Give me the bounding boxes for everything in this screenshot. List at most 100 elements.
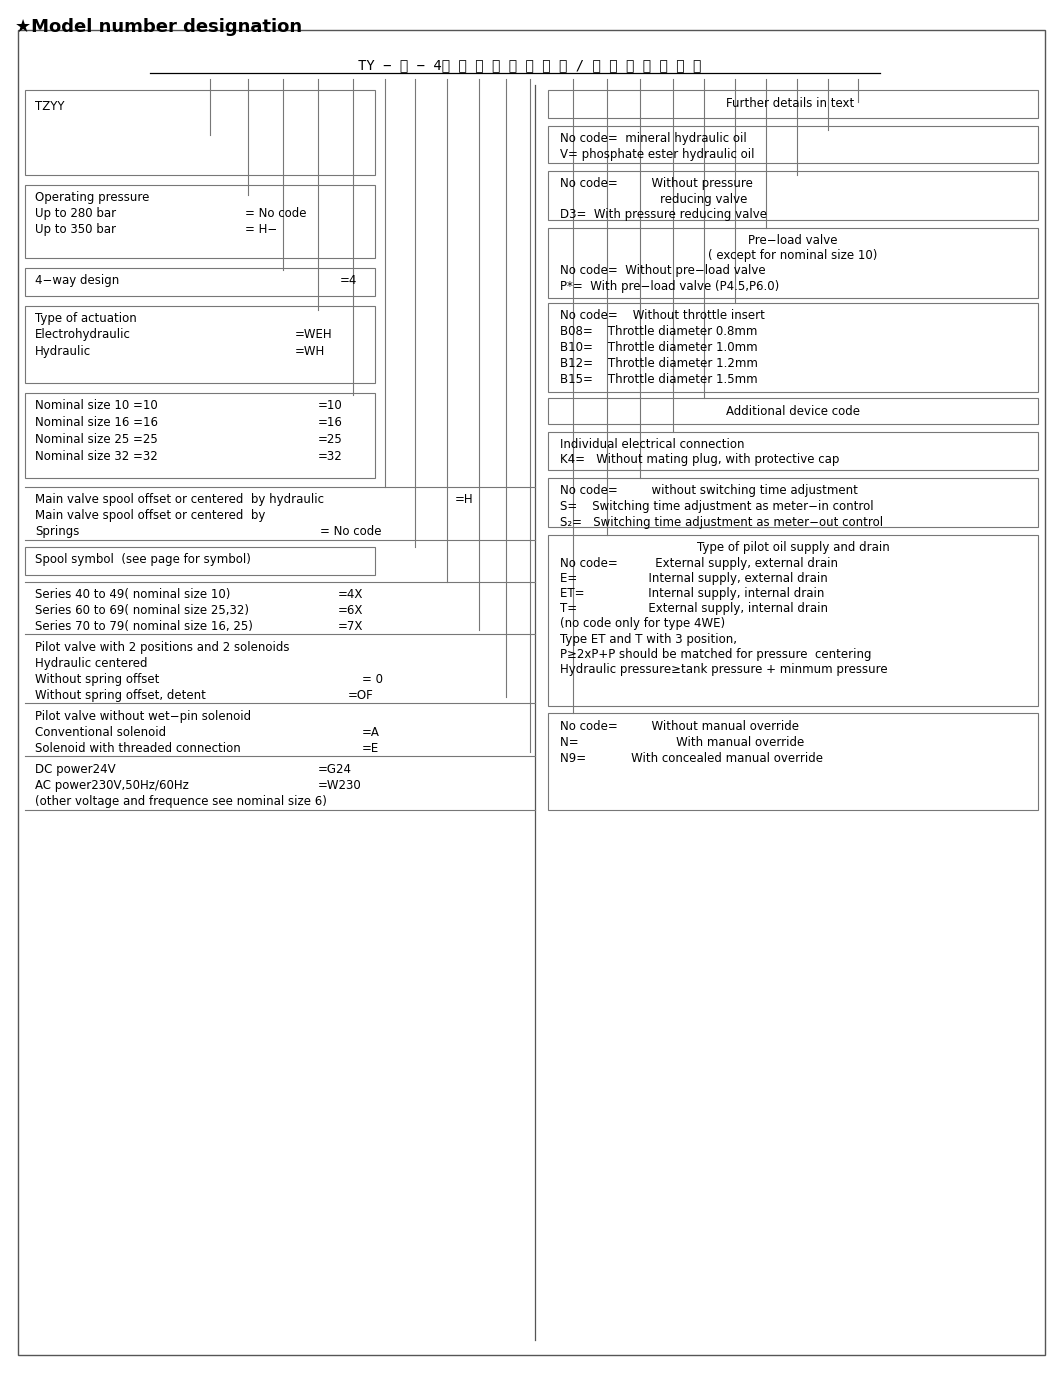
Text: Individual electrical connection: Individual electrical connection [560, 438, 744, 451]
Text: =OF: =OF [348, 688, 374, 702]
Text: N9=            With concealed manual override: N9= With concealed manual override [560, 752, 823, 765]
Text: D3=  With pressure reducing valve: D3= With pressure reducing valve [560, 207, 767, 221]
Text: No code=         without switching time adjustment: No code= without switching time adjustme… [560, 484, 858, 497]
Text: =4X: =4X [338, 588, 364, 600]
Text: Hydraulic: Hydraulic [35, 345, 91, 359]
Text: =G24: =G24 [318, 763, 352, 776]
Bar [548, 170, 1038, 220]
Text: Nominal size 25 =25: Nominal size 25 =25 [35, 433, 158, 447]
Text: =6X: =6X [338, 605, 364, 617]
Bar [25, 547, 375, 574]
Text: Pre−load valve: Pre−load valve [748, 234, 837, 247]
Bar [548, 534, 1038, 706]
Bar [25, 268, 375, 295]
Text: Nominal size 16 =16: Nominal size 16 =16 [35, 416, 158, 429]
Text: Further details in text: Further details in text [726, 98, 854, 110]
Text: Hydraulic pressure≥tank pressure + minmum pressure: Hydraulic pressure≥tank pressure + minmu… [560, 664, 887, 676]
Text: B08=    Throttle diameter 0.8mm: B08= Throttle diameter 0.8mm [560, 326, 758, 338]
Text: = No code: = No code [320, 525, 382, 539]
Text: N=                          With manual override: N= With manual override [560, 736, 805, 749]
Text: V= phosphate ester hydraulic oil: V= phosphate ester hydraulic oil [560, 148, 755, 161]
Text: Spool symbol  (see page for symbol): Spool symbol (see page for symbol) [35, 552, 251, 566]
Text: AC power230V,50Hz/60Hz: AC power230V,50Hz/60Hz [35, 779, 189, 791]
Text: =10: =10 [318, 398, 342, 412]
Text: =WEH: =WEH [295, 328, 333, 341]
Text: No code=         Without pressure: No code= Without pressure [560, 177, 753, 190]
Text: Pilot valve without wet−pin solenoid: Pilot valve without wet−pin solenoid [35, 710, 251, 723]
Text: TY − ※ − 4※ ※ ※ ※ ※ ※ ※ ※ / ※ ※ ※ ※ ※ ※ ※: TY − ※ − 4※ ※ ※ ※ ※ ※ ※ ※ / ※ ※ ※ ※ ※ ※ … [358, 58, 702, 71]
Text: Series 70 to 79( nominal size 16, 25): Series 70 to 79( nominal size 16, 25) [35, 620, 253, 633]
Text: = H−: = H− [245, 223, 278, 236]
Text: = No code: = No code [245, 207, 306, 220]
Text: Main valve spool offset or centered  by: Main valve spool offset or centered by [35, 508, 265, 522]
Text: S₂=   Switching time adjustment as meter−out control: S₂= Switching time adjustment as meter−o… [560, 517, 883, 529]
Text: reducing valve: reducing valve [660, 192, 747, 206]
Text: No code=  mineral hydraulic oil: No code= mineral hydraulic oil [560, 132, 746, 146]
Text: No code=          External supply, external drain: No code= External supply, external drain [560, 556, 838, 570]
Text: =E: =E [363, 742, 379, 754]
Text: Electrohydraulic: Electrohydraulic [35, 328, 130, 341]
Text: S=    Switching time adjustment as meter−in control: S= Switching time adjustment as meter−in… [560, 500, 873, 513]
Bar [25, 91, 375, 174]
Text: (no code only for type 4WE): (no code only for type 4WE) [560, 617, 725, 631]
Text: K4=   Without mating plug, with protective cap: K4= Without mating plug, with protective… [560, 453, 840, 466]
Text: Series 40 to 49( nominal size 10): Series 40 to 49( nominal size 10) [35, 588, 230, 600]
Bar [548, 431, 1038, 470]
Text: ( except for nominal size 10): ( except for nominal size 10) [708, 249, 878, 262]
Bar [548, 398, 1038, 425]
Text: Main valve spool offset or centered  by hydraulic: Main valve spool offset or centered by h… [35, 493, 324, 506]
Bar [548, 304, 1038, 392]
Text: T=                   External supply, internal drain: T= External supply, internal drain [560, 602, 828, 616]
Bar [25, 306, 375, 383]
Bar [548, 126, 1038, 164]
Text: =7X: =7X [338, 620, 364, 633]
Text: E=                   Internal supply, external drain: E= Internal supply, external drain [560, 572, 828, 585]
Text: Additional device code: Additional device code [726, 405, 860, 418]
Text: =WH: =WH [295, 345, 325, 359]
Bar [25, 185, 375, 258]
Text: Up to 350 bar: Up to 350 bar [35, 223, 116, 236]
Text: Nominal size 10 =10: Nominal size 10 =10 [35, 398, 158, 412]
Text: Series 60 to 69( nominal size 25,32): Series 60 to 69( nominal size 25,32) [35, 605, 249, 617]
Text: 4−way design: 4−way design [35, 273, 119, 287]
Text: ET=                 Internal supply, internal drain: ET= Internal supply, internal drain [560, 587, 825, 600]
Text: Springs: Springs [35, 525, 80, 539]
Text: DC power24V: DC power24V [35, 763, 116, 776]
Text: Without spring offset, detent: Without spring offset, detent [35, 688, 206, 702]
Text: TZYY: TZYY [35, 100, 65, 113]
Text: (other voltage and frequence see nominal size 6): (other voltage and frequence see nominal… [35, 796, 326, 808]
Text: = 0: = 0 [363, 673, 383, 686]
Text: B15=    Throttle diameter 1.5mm: B15= Throttle diameter 1.5mm [560, 372, 758, 386]
Bar [548, 713, 1038, 811]
Text: Hydraulic centered: Hydraulic centered [35, 657, 147, 671]
Text: ★Model number designation: ★Model number designation [15, 18, 302, 36]
Text: P≥2xP+P should be matched for pressure  centering: P≥2xP+P should be matched for pressure c… [560, 649, 871, 661]
Text: Nominal size 32 =32: Nominal size 32 =32 [35, 451, 158, 463]
Text: No code=    Without throttle insert: No code= Without throttle insert [560, 309, 765, 322]
Text: Conventional solenoid: Conventional solenoid [35, 725, 166, 739]
Text: =25: =25 [318, 433, 342, 447]
Text: B10=    Throttle diameter 1.0mm: B10= Throttle diameter 1.0mm [560, 341, 758, 354]
Text: B12=    Throttle diameter 1.2mm: B12= Throttle diameter 1.2mm [560, 357, 758, 370]
Text: Type of pilot oil supply and drain: Type of pilot oil supply and drain [696, 541, 889, 554]
Text: =H: =H [455, 493, 474, 506]
Text: Type ET and T with 3 position,: Type ET and T with 3 position, [560, 633, 737, 646]
Text: Pilot valve with 2 positions and 2 solenoids: Pilot valve with 2 positions and 2 solen… [35, 642, 289, 654]
Text: P*=  With pre−load valve (P4.5,P6.0): P*= With pre−load valve (P4.5,P6.0) [560, 280, 779, 293]
Text: No code=         Without manual override: No code= Without manual override [560, 720, 799, 732]
Text: Type of actuation: Type of actuation [35, 312, 137, 326]
Bar [548, 91, 1038, 118]
Bar [548, 478, 1038, 528]
Text: =16: =16 [318, 416, 342, 429]
Text: Operating pressure: Operating pressure [35, 191, 149, 203]
Text: =4: =4 [340, 273, 357, 287]
Bar [548, 228, 1038, 298]
Text: Solenoid with threaded connection: Solenoid with threaded connection [35, 742, 241, 754]
Text: Without spring offset: Without spring offset [35, 673, 159, 686]
Text: =W230: =W230 [318, 779, 361, 791]
Text: No code=  Without pre−load valve: No code= Without pre−load valve [560, 264, 765, 278]
Text: Up to 280 bar: Up to 280 bar [35, 207, 117, 220]
Text: =32: =32 [318, 451, 342, 463]
Text: =A: =A [363, 725, 379, 739]
Bar [25, 393, 375, 478]
